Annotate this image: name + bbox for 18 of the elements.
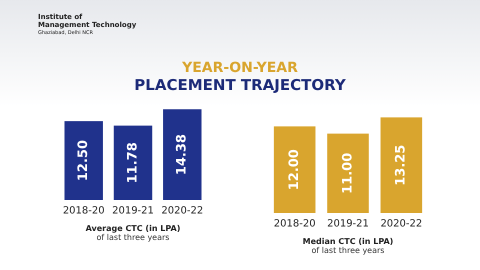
text: PLACEMENT TRAJECTORY: [133, 76, 347, 94]
x-tick-label: 2018-20: [274, 218, 316, 230]
data-label: 14.38: [174, 134, 190, 176]
x-tick-label: 2019-21: [112, 206, 154, 217]
data-label: 11.00: [340, 152, 356, 194]
x-tick-label: 2019-21: [327, 218, 369, 230]
data-label: 13.25: [394, 144, 409, 186]
text: of last three years: [310, 246, 386, 255]
data-label: 12.50: [76, 140, 92, 182]
x-tick-label: 2018-20: [62, 206, 105, 217]
x-tick-label: 2020-22: [161, 206, 204, 217]
x-axis-title: Median CTC (in LPA): [302, 237, 394, 246]
data-label: 12.00: [287, 149, 302, 190]
text: of last three years: [96, 233, 170, 242]
x-axis-title: Average CTC (in LPA): [84, 224, 182, 233]
data-label: 11.78: [125, 142, 140, 184]
x-tick-label: 2020-22: [380, 218, 422, 230]
text: YEAR-ON-YEAR: [181, 60, 299, 76]
